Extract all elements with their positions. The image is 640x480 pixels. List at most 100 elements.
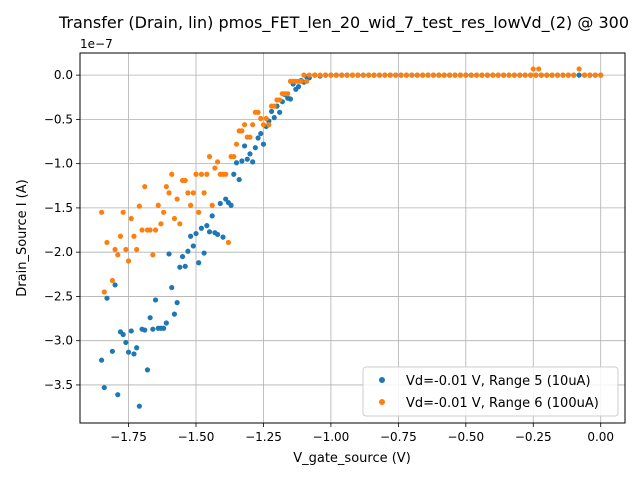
data-point [576, 72, 582, 78]
data-point [177, 264, 183, 270]
data-point [366, 72, 372, 78]
legend-marker-series-2 [379, 399, 385, 405]
data-point [252, 145, 258, 151]
x-tick-label: −0.50 [447, 430, 484, 444]
data-point [511, 72, 517, 78]
data-point [142, 184, 148, 190]
data-point [571, 72, 577, 78]
data-point [182, 263, 188, 269]
data-point [576, 66, 582, 72]
data-point [527, 72, 534, 78]
data-point [247, 151, 253, 157]
data-point [549, 72, 555, 78]
data-point [190, 243, 196, 249]
data-point [457, 72, 464, 78]
data-point [115, 392, 121, 398]
data-point [109, 277, 115, 284]
data-point [244, 156, 250, 162]
data-point [147, 315, 153, 321]
data-point [136, 203, 142, 209]
legend-marker-series-1 [379, 377, 385, 383]
data-point [117, 233, 124, 239]
data-point [134, 246, 140, 253]
data-point [414, 72, 420, 78]
y-tick-label: 0.0 [54, 68, 73, 82]
plot-area-frame [79, 52, 626, 424]
data-point [490, 72, 496, 78]
x-axis-label: V_gate_source (V) [293, 451, 411, 466]
data-point [201, 250, 207, 256]
y-tick-label: −3.5 [44, 378, 73, 392]
y-tick-label: −1.0 [44, 157, 73, 171]
data-point [474, 72, 480, 78]
data-point [112, 282, 118, 288]
data-point [239, 128, 245, 134]
y-tick-label: −2.0 [44, 245, 73, 259]
data-point [193, 230, 199, 237]
data-point [147, 227, 153, 233]
data-point [530, 66, 536, 72]
data-point [409, 72, 415, 78]
data-point [239, 158, 245, 164]
legend-box [362, 366, 619, 417]
data-point [158, 221, 164, 227]
data-point [304, 78, 310, 84]
data-point [115, 252, 121, 258]
data-point [188, 202, 194, 208]
data-point [185, 248, 191, 254]
data-point [144, 367, 151, 373]
data-point [241, 143, 248, 149]
data-point [182, 177, 188, 184]
data-point [161, 209, 167, 215]
y-tick-label: −3.0 [44, 334, 73, 348]
data-point [522, 72, 528, 78]
legend-label-series-2: Vd=-0.01 V, Range 6 (100uA) [406, 396, 599, 411]
data-point [468, 72, 474, 78]
data-point [139, 227, 145, 233]
data-point [263, 115, 269, 122]
data-point [223, 196, 229, 202]
data-point [228, 202, 234, 208]
data-point [209, 202, 215, 208]
data-point [333, 72, 339, 78]
data-point [277, 97, 283, 103]
data-point [592, 72, 598, 78]
data-point [98, 357, 105, 363]
data-point [190, 190, 196, 196]
data-point [155, 202, 161, 208]
data-point [150, 252, 156, 258]
data-point [271, 103, 277, 109]
data-point [554, 72, 561, 78]
data-point [109, 348, 115, 354]
data-point [163, 184, 169, 190]
data-point [255, 135, 261, 141]
data-point [163, 320, 169, 326]
data-point [204, 171, 210, 177]
data-point [398, 72, 404, 78]
data-point [233, 141, 240, 147]
data-point [161, 325, 167, 331]
data-point [241, 122, 248, 128]
data-point [255, 109, 261, 115]
data-point [387, 72, 393, 78]
data-point [120, 209, 126, 215]
x-tick-label: 0.00 [587, 430, 614, 444]
data-point [403, 72, 410, 78]
data-point [134, 345, 140, 351]
data-point [214, 159, 221, 165]
data-point [201, 190, 207, 196]
data-point [371, 72, 377, 78]
data-point [179, 253, 186, 260]
y-tick-label: −1.5 [44, 201, 73, 215]
x-tick-label: −1.00 [313, 430, 350, 444]
data-point [250, 122, 256, 128]
data-point [393, 72, 399, 78]
data-point [206, 229, 213, 235]
legend-label-series-1: Vd=-0.01 V, Range 5 (10uA) [406, 374, 591, 389]
x-tick-label: −1.50 [178, 430, 215, 444]
data-point [209, 213, 215, 219]
data-point [277, 109, 283, 115]
data-point [131, 351, 137, 357]
x-tick-label: −1.75 [110, 430, 147, 444]
